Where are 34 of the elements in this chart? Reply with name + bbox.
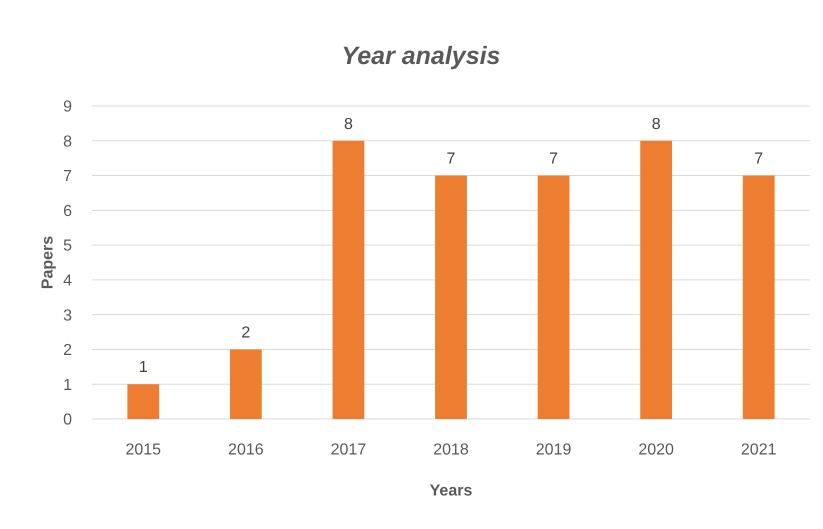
- y-tick-label: 0: [63, 412, 72, 429]
- y-tick-label: 3: [63, 307, 72, 324]
- data-label: 2: [241, 324, 250, 342]
- x-tick-label: 2018: [433, 442, 469, 459]
- bar: [127, 384, 160, 419]
- x-axis-title: Years: [430, 482, 472, 500]
- data-label: 7: [754, 150, 764, 168]
- x-tick-label: 2016: [228, 442, 264, 459]
- data-label: 1: [138, 359, 148, 376]
- x-tick-label: 2017: [330, 442, 366, 459]
- y-tick-label: 1: [63, 376, 72, 394]
- y-axis-title: Papers: [40, 236, 57, 290]
- data-label: 8: [344, 116, 353, 133]
- y-tick-label: 4: [63, 272, 72, 290]
- bar: [640, 140, 672, 419]
- x-tick-label: 2015: [125, 442, 162, 459]
- y-tick-label: 5: [63, 238, 72, 255]
- x-tick-label: 2020: [638, 442, 674, 459]
- data-label: 7: [446, 150, 456, 168]
- data-label: 7: [549, 150, 558, 168]
- bar: [538, 176, 570, 419]
- bar: [230, 349, 262, 419]
- y-tick-label: 7: [63, 168, 72, 186]
- y-tick-label: 2: [63, 342, 72, 360]
- chart-title: Year analysis: [342, 42, 501, 70]
- y-tick-label: 6: [63, 202, 72, 220]
- bar: [435, 176, 467, 419]
- x-tick-label: 2021: [740, 442, 777, 459]
- x-tick-label: 2019: [536, 442, 572, 459]
- y-tick-label: 8: [63, 133, 72, 150]
- bar: [742, 176, 775, 419]
- data-label: 8: [652, 116, 661, 133]
- bar: [332, 140, 364, 419]
- y-tick-label: 9: [63, 98, 72, 116]
